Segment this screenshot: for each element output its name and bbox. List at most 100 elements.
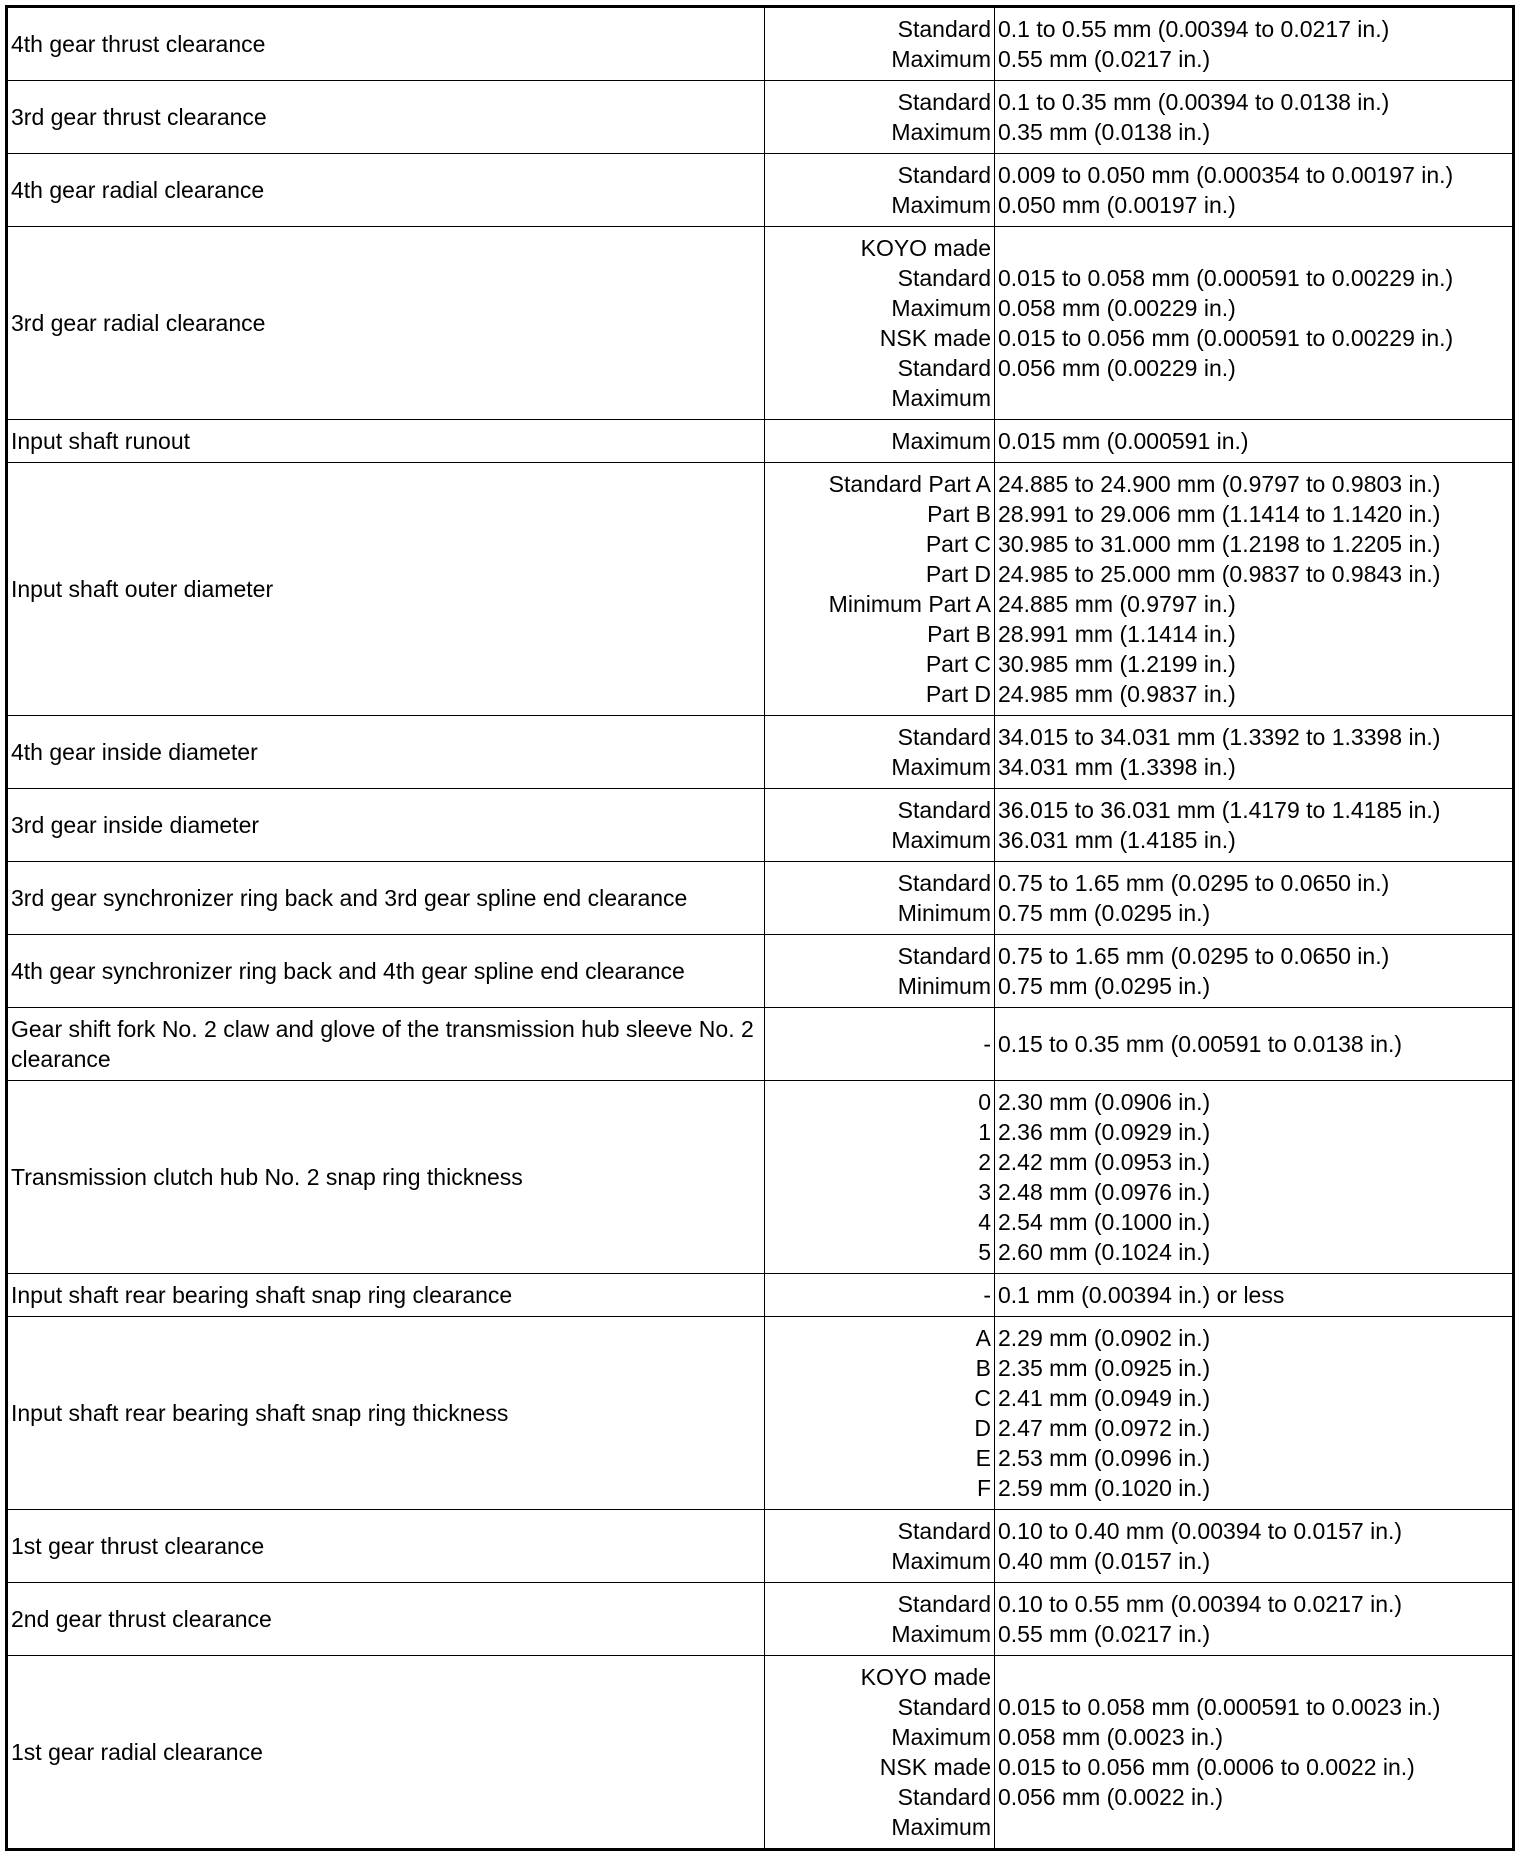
spec-value xyxy=(998,1662,1509,1692)
spec-label: Maximum xyxy=(891,1814,991,1840)
spec-value: 0.35 mm (0.0138 in.) xyxy=(998,119,1211,145)
spec-label: E xyxy=(975,1445,991,1471)
spec-label: Maximum xyxy=(891,1621,991,1647)
spec-value: 0.55 mm (0.0217 in.) xyxy=(998,1621,1211,1647)
spec-label: A xyxy=(975,1325,991,1351)
spec-labels: - xyxy=(764,1273,995,1317)
spec-values: 0.75 to 1.65 mm (0.0295 to 0.0650 in.) 0.… xyxy=(994,861,1514,935)
spec-values: 36.015 to 36.031 mm (1.4179 to 1.4185 in… xyxy=(994,788,1514,862)
spec-labels: Standard Maximum xyxy=(764,1582,995,1656)
table-row: 3rd gear inside diameter Standard Maximum 3… xyxy=(6,788,1514,862)
spec-label: Minimum xyxy=(897,973,991,999)
spec-values: 0.1 mm (0.00394 in.) or less xyxy=(994,1273,1514,1317)
spec-values: 0.015 to 0.058 mm (0.000591 to 0.0023 in… xyxy=(994,1655,1514,1850)
spec-value: 2.53 mm (0.0996 in.) xyxy=(998,1445,1211,1471)
spec-value: 0.015 to 0.058 mm (0.000591 to 0.00229 i… xyxy=(998,265,1454,291)
spec-value: 0.015 to 0.058 mm (0.000591 to 0.0023 in… xyxy=(998,1694,1441,1720)
spec-label: Standard xyxy=(897,1784,991,1810)
item-name: Input shaft rear bearing shaft snap ring… xyxy=(6,1316,765,1510)
spec-value xyxy=(998,1812,1509,1842)
spec-value: 0.009 to 0.050 mm (0.000354 to 0.00197 i… xyxy=(998,162,1454,188)
spec-value: 0.75 to 1.65 mm (0.0295 to 0.0650 in.) xyxy=(998,870,1390,896)
spec-values: 0.75 to 1.65 mm (0.0295 to 0.0650 in.) 0.… xyxy=(994,934,1514,1008)
spec-label: Maximum xyxy=(891,385,991,411)
spec-labels: Standard Maximum xyxy=(764,6,995,81)
spec-value xyxy=(998,383,1509,413)
spec-label: Maximum xyxy=(891,1548,991,1574)
spec-label: Minimum xyxy=(897,900,991,926)
spec-label: KOYO made xyxy=(860,235,991,261)
spec-label: - xyxy=(983,1031,991,1057)
spec-value: 0.1 to 0.55 mm (0.00394 to 0.0217 in.) xyxy=(998,16,1390,42)
item-name: Gear shift fork No. 2 claw and glove of … xyxy=(6,1007,765,1081)
spec-label: - xyxy=(983,1282,991,1308)
table-row: Input shaft rear bearing shaft snap ring… xyxy=(6,1316,1514,1510)
spec-value: 0.056 mm (0.0022 in.) xyxy=(998,1784,1224,1810)
table-row: Gear shift fork No. 2 claw and glove of … xyxy=(6,1007,1514,1081)
spec-values: 2.30 mm (0.0906 in.) 2.36 mm (0.0929 in.)… xyxy=(994,1080,1514,1274)
spec-value: 34.015 to 34.031 mm (1.3392 to 1.3398 in… xyxy=(998,724,1441,750)
spec-value: 2.42 mm (0.0953 in.) xyxy=(998,1149,1211,1175)
spec-label: Part D xyxy=(925,561,991,587)
spec-label: Part C xyxy=(925,651,991,677)
spec-value: 0.058 mm (0.00229 in.) xyxy=(998,295,1236,321)
spec-value: 2.30 mm (0.0906 in.) xyxy=(998,1089,1211,1115)
spec-values: 0.015 to 0.058 mm (0.000591 to 0.00229 i… xyxy=(994,226,1514,420)
spec-label: Part B xyxy=(927,501,991,527)
spec-value: 2.35 mm (0.0925 in.) xyxy=(998,1355,1211,1381)
item-name: 4th gear radial clearance xyxy=(6,153,765,227)
spec-label: 3 xyxy=(978,1179,991,1205)
table-row: 3rd gear thrust clearance Standard Maximum… xyxy=(6,80,1514,154)
spec-values: 0.009 to 0.050 mm (0.000354 to 0.00197 i… xyxy=(994,153,1514,227)
spec-label: Part C xyxy=(925,531,991,557)
spec-value: 2.60 mm (0.1024 in.) xyxy=(998,1239,1211,1265)
spec-label: F xyxy=(976,1475,991,1501)
table-row: Input shaft outer diameter Standard Part … xyxy=(6,462,1514,716)
spec-label: Maximum xyxy=(891,192,991,218)
spec-values: 2.29 mm (0.0902 in.) 2.35 mm (0.0925 in.)… xyxy=(994,1316,1514,1510)
table-row: Input shaft rear bearing shaft snap ring… xyxy=(6,1273,1514,1317)
spec-value: 0.058 mm (0.0023 in.) xyxy=(998,1724,1224,1750)
table-row: 3rd gear synchronizer ring back and 3rd … xyxy=(6,861,1514,935)
spec-label: Maximum xyxy=(891,827,991,853)
spec-value: 0.015 mm (0.000591 in.) xyxy=(998,428,1249,454)
spec-value: 2.48 mm (0.0976 in.) xyxy=(998,1179,1211,1205)
spec-labels: Standard Maximum xyxy=(764,715,995,789)
item-name: 4th gear thrust clearance xyxy=(6,6,765,81)
spec-values: 0.015 mm (0.000591 in.) xyxy=(994,419,1514,463)
table-row: 3rd gear radial clearance KOYO made Standa… xyxy=(6,226,1514,420)
spec-label: 2 xyxy=(978,1149,991,1175)
spec-label: Standard xyxy=(897,89,991,115)
item-name: Input shaft runout xyxy=(6,419,765,463)
spec-labels: Standard Maximum xyxy=(764,1509,995,1583)
spec-label: Part D xyxy=(925,681,991,707)
spec-value: 2.29 mm (0.0902 in.) xyxy=(998,1325,1211,1351)
spec-labels: Standard Part A Part B Part C Part D Minimum… xyxy=(764,462,995,716)
table-row: 1st gear radial clearance KOYO made Standa… xyxy=(6,1655,1514,1850)
spec-values: 34.015 to 34.031 mm (1.3392 to 1.3398 in… xyxy=(994,715,1514,789)
spec-values: 0.15 to 0.35 mm (0.00591 to 0.0138 in.) xyxy=(994,1007,1514,1081)
spec-value: 0.15 to 0.35 mm (0.00591 to 0.0138 in.) xyxy=(998,1031,1403,1057)
spec-labels: KOYO made Standard Maximum NSK made Standard… xyxy=(764,1655,995,1850)
table-row: 1st gear thrust clearance Standard Maximum… xyxy=(6,1509,1514,1583)
spec-value: 0.75 mm (0.0295 in.) xyxy=(998,973,1211,999)
spec-label: KOYO made xyxy=(860,1664,991,1690)
table-row: 4th gear inside diameter Standard Maximum 3… xyxy=(6,715,1514,789)
spec-labels: KOYO made Standard Maximum NSK made Standard… xyxy=(764,226,995,420)
spec-value: 2.41 mm (0.0949 in.) xyxy=(998,1385,1211,1411)
spec-labels: Standard Minimum xyxy=(764,934,995,1008)
item-name: 3rd gear thrust clearance xyxy=(6,80,765,154)
item-name: 3rd gear radial clearance xyxy=(6,226,765,420)
spec-label: Standard xyxy=(897,724,991,750)
spec-label: D xyxy=(974,1415,991,1441)
spec-label: Standard Part A xyxy=(828,471,991,497)
item-name: 4th gear synchronizer ring back and 4th … xyxy=(6,934,765,1008)
spec-label: Standard xyxy=(897,870,991,896)
spec-label: Part B xyxy=(927,621,991,647)
table-row: Transmission clutch hub No. 2 snap ring … xyxy=(6,1080,1514,1274)
item-name: Transmission clutch hub No. 2 snap ring … xyxy=(6,1080,765,1274)
spec-value: 24.985 to 25.000 mm (0.9837 to 0.9843 in… xyxy=(998,561,1441,587)
table-row: 4th gear radial clearance Standard Maximum… xyxy=(6,153,1514,227)
spec-label: NSK made xyxy=(879,1754,991,1780)
spec-label: 4 xyxy=(978,1209,991,1235)
